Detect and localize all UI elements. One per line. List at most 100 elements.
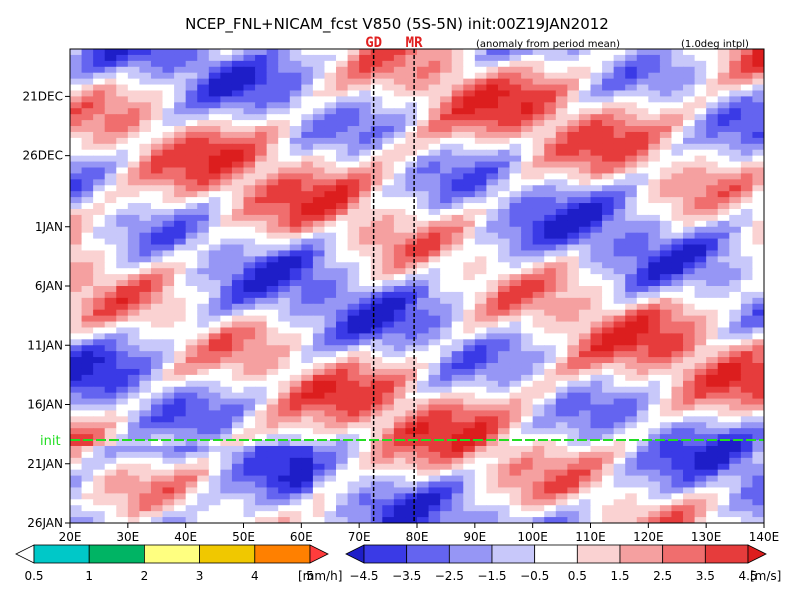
field-cell (243, 280, 256, 287)
field-cell (150, 481, 164, 489)
field-cell (70, 457, 83, 465)
field-cell (382, 54, 395, 62)
field-cell (671, 434, 684, 441)
field-cell (324, 457, 337, 465)
field-cell (752, 440, 764, 447)
field-cell (266, 345, 279, 352)
field-cell (347, 386, 360, 394)
field-cell (312, 250, 326, 257)
field-cell (104, 398, 117, 406)
field-cell (81, 297, 94, 305)
field-cell (278, 410, 291, 417)
field-cell (544, 357, 557, 364)
field-cell (93, 475, 106, 483)
field-cell (729, 280, 742, 287)
field-cell (278, 440, 291, 447)
field-cell (636, 404, 649, 412)
field-cell (231, 451, 245, 459)
field-cell (752, 428, 764, 435)
field-cell (347, 137, 360, 145)
field-cell (683, 339, 696, 346)
field-cell (659, 475, 673, 483)
field-cell (139, 428, 152, 435)
field-cell (150, 363, 164, 370)
field-cell (532, 120, 545, 127)
field-cell (636, 220, 649, 228)
field-cell (544, 422, 557, 429)
field-cell (648, 286, 661, 293)
field-cell (139, 309, 152, 317)
field-cell (659, 137, 673, 145)
field-cell (521, 481, 534, 489)
field-cell (578, 131, 592, 139)
field-cell (255, 185, 268, 192)
field-cell (555, 368, 568, 376)
field-cell (740, 309, 754, 317)
field-cell (174, 268, 187, 275)
field-cell (451, 499, 464, 506)
field-cell (208, 126, 221, 133)
field-cell (497, 398, 511, 406)
field-cell (463, 463, 476, 471)
field-cell (301, 428, 314, 435)
field-cell (93, 161, 106, 169)
x-tick-label: 110E (575, 530, 606, 544)
field-cell (336, 286, 349, 293)
field-cell (347, 517, 360, 523)
field-cell (497, 469, 511, 477)
field-cell (625, 96, 638, 103)
field-cell (301, 505, 314, 512)
field-cell (231, 339, 245, 346)
field-cell (359, 191, 372, 198)
field-cell (463, 339, 476, 346)
field-cell (532, 131, 545, 139)
field-cell (497, 505, 511, 512)
field-cell (729, 54, 742, 62)
field-cell (104, 131, 117, 139)
field-cell (116, 66, 129, 74)
field-cell (231, 185, 245, 192)
field-cell (544, 54, 557, 62)
field-cell (428, 66, 441, 74)
field-cell (463, 155, 476, 163)
field-cell (590, 339, 603, 346)
field-cell (93, 499, 106, 506)
field-cell (255, 392, 268, 400)
x-axis: 20E 30E 40E 50E 60E 70E 80E 90E 100E 110E 120E 130E… (59, 523, 779, 544)
field-cell (544, 487, 557, 494)
field-cell (289, 511, 302, 518)
field-cell (231, 493, 245, 500)
field-cell (405, 392, 418, 400)
field-cell (706, 505, 719, 512)
field-cell (266, 226, 279, 234)
field-cell (104, 451, 117, 459)
field-cell (405, 72, 418, 80)
field-cell (231, 49, 245, 56)
field-cell (451, 309, 464, 317)
field-cell (694, 505, 707, 512)
field-cell (324, 333, 337, 340)
field-cell (440, 475, 453, 483)
field-cell (474, 469, 487, 477)
field-cell (139, 66, 152, 74)
field-cell (359, 102, 372, 109)
field-cell (590, 149, 603, 157)
field-cell (127, 114, 140, 121)
field-cell (231, 244, 245, 252)
field-cell (474, 262, 487, 269)
field-cell (347, 60, 360, 68)
field-cell (243, 315, 256, 323)
field-cell (474, 161, 487, 169)
field-cell (220, 256, 233, 263)
field-cell (336, 297, 349, 305)
field-cell (266, 434, 279, 441)
field-cell (694, 60, 707, 68)
field-cell (266, 481, 279, 489)
field-cell (671, 244, 684, 252)
field-cell (740, 374, 754, 382)
field-cell (659, 297, 673, 305)
field-cell (301, 60, 314, 68)
field-cell (486, 309, 499, 317)
field-cell (220, 357, 233, 364)
field-cell (393, 357, 407, 364)
